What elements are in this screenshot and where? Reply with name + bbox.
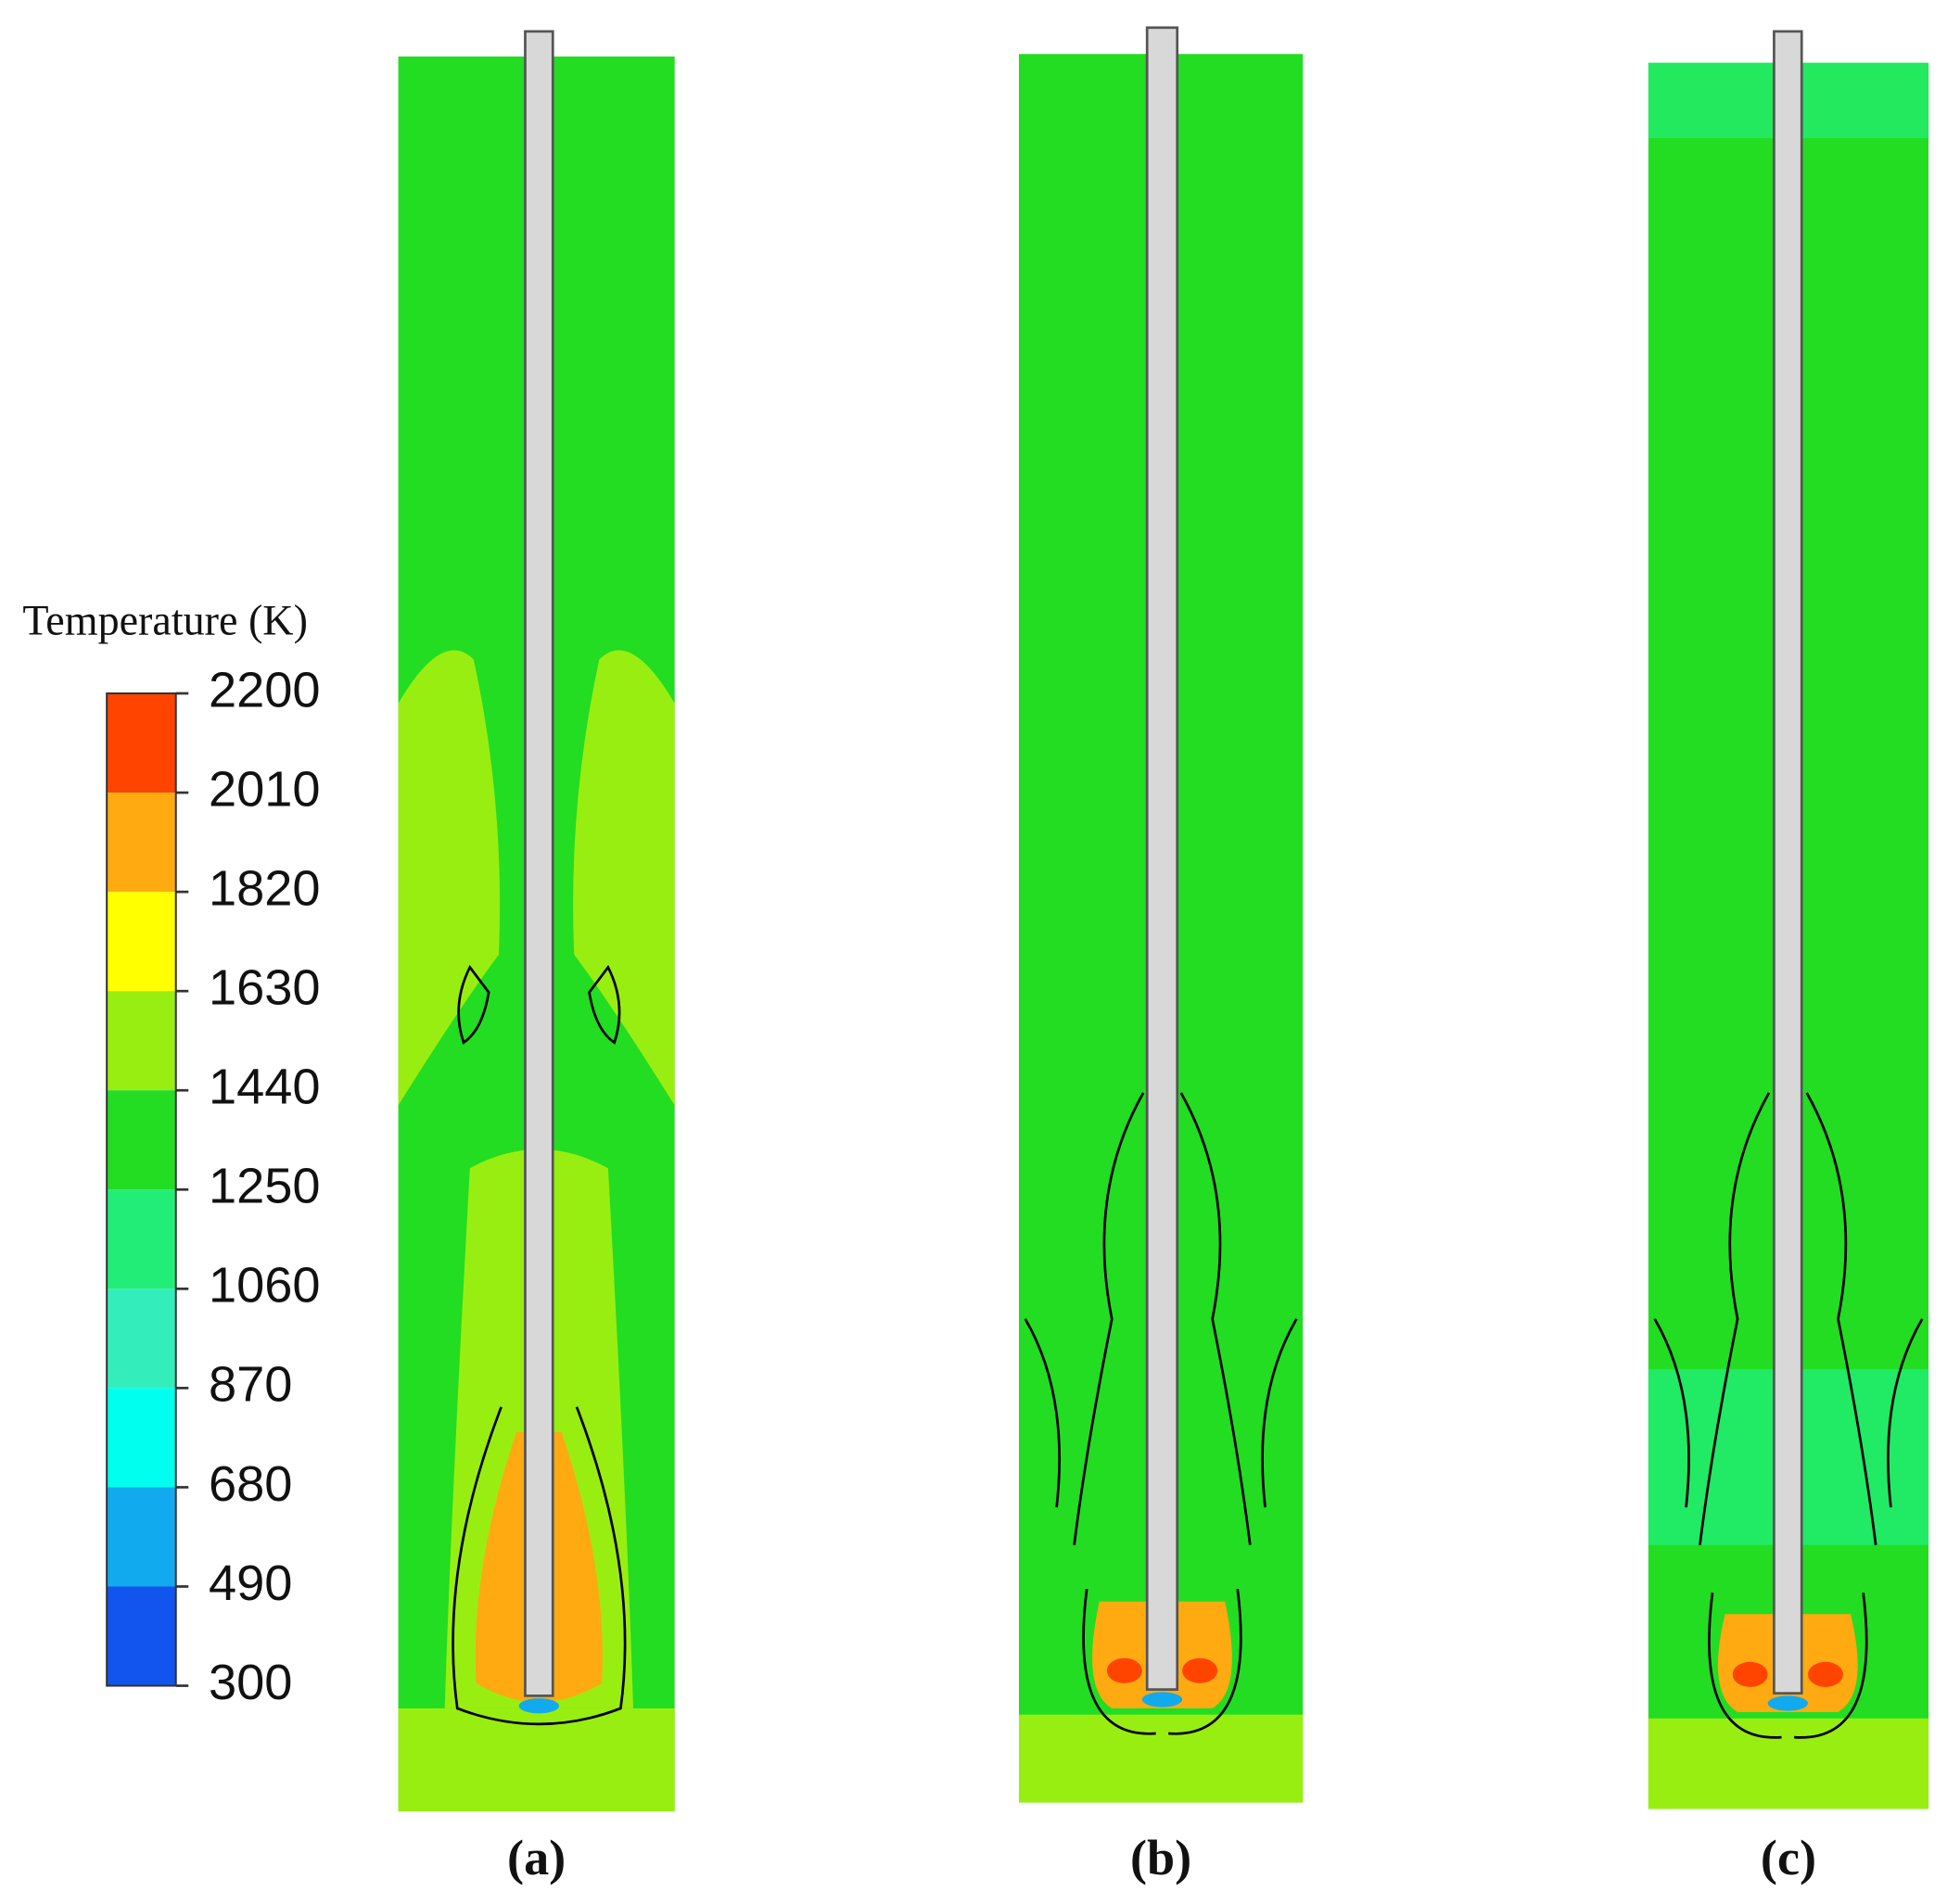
colorbar-label: 2010 bbox=[209, 761, 321, 817]
contour-line bbox=[452, 1406, 627, 1726]
colorbar-label: 1250 bbox=[209, 1159, 321, 1214]
colorbar-band bbox=[107, 1586, 176, 1686]
figure-body: Temperature (K) 2200 2010 1820 1630 1440 1250… bbox=[22, 26, 1929, 1885]
colorbar-band bbox=[107, 1090, 176, 1190]
colorbar-label: 680 bbox=[209, 1456, 292, 1512]
contour-panel bbox=[1018, 26, 1304, 1803]
colorbar-label: 1820 bbox=[209, 860, 321, 916]
region-hot bbox=[1807, 1661, 1843, 1687]
region-bottom bbox=[1648, 1718, 1929, 1809]
contour-line bbox=[1024, 1092, 1298, 1545]
colorbar-label: 870 bbox=[209, 1357, 292, 1413]
colorbar-band bbox=[107, 892, 176, 992]
colorbar-band bbox=[107, 1487, 176, 1587]
colorbar-band bbox=[107, 991, 176, 1091]
panel-label: (b) bbox=[1130, 1830, 1191, 1885]
region-hot bbox=[1182, 1657, 1218, 1683]
region-cold bbox=[1141, 1692, 1183, 1707]
lance bbox=[1773, 30, 1803, 1695]
contour-line bbox=[1708, 1593, 1868, 1739]
colorbar-band bbox=[107, 1388, 176, 1488]
contour-line bbox=[1653, 1092, 1924, 1545]
region-side bbox=[573, 650, 675, 1106]
region-hot bbox=[1106, 1657, 1142, 1683]
contour-line bbox=[1082, 1589, 1242, 1735]
colorbar-band bbox=[107, 793, 176, 893]
colorbar-label: 1440 bbox=[209, 1060, 321, 1115]
colorbar-label: 1060 bbox=[209, 1258, 321, 1314]
region-side bbox=[398, 650, 501, 1106]
colorbar-label: 1630 bbox=[209, 959, 321, 1015]
colorbar-label: 2200 bbox=[209, 662, 321, 717]
lance bbox=[524, 30, 554, 1697]
region-hot bbox=[1732, 1661, 1768, 1687]
contour-panel bbox=[1648, 30, 1929, 1809]
colorbar-band bbox=[107, 1288, 176, 1389]
lance bbox=[1145, 26, 1179, 1691]
colorbar-label: 300 bbox=[209, 1655, 292, 1710]
legend-title: Temperature (K) bbox=[22, 596, 308, 643]
region-bottom bbox=[398, 1707, 675, 1812]
colorbar-band bbox=[107, 693, 176, 793]
region-cold bbox=[518, 1698, 560, 1714]
region-cold bbox=[1767, 1695, 1808, 1711]
panel-label: (c) bbox=[1761, 1830, 1816, 1885]
region-bottom bbox=[1018, 1714, 1304, 1803]
contour-panel bbox=[398, 30, 675, 1812]
colorbar-label: 490 bbox=[209, 1555, 292, 1611]
panel-label: (a) bbox=[507, 1830, 566, 1885]
contour-line bbox=[457, 964, 621, 1045]
colorbar-band bbox=[107, 1189, 176, 1289]
